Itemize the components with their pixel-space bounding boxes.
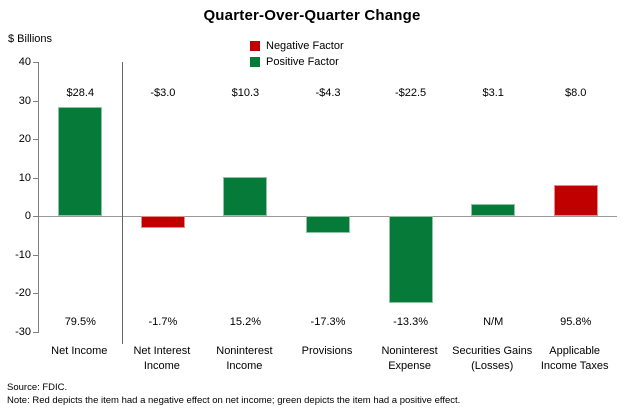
- bar-pct-label: 95.8%: [560, 316, 592, 328]
- plot-area: 40 30 20 10 0 -10 -20 -30 $28.4 79.5% -$3.0 -1.7% $1…: [15, 56, 617, 344]
- y-tick-label: 40: [18, 56, 31, 68]
- y-tick-mark: [33, 216, 39, 218]
- legend-label: Negative Factor: [266, 40, 344, 52]
- legend: Negative Factor Positive Factor: [250, 38, 344, 70]
- category-label: Securities Gains (Losses): [452, 345, 533, 372]
- bar-pct-label: 15.2%: [229, 316, 261, 328]
- source-note: Source: FDIC.: [7, 382, 68, 393]
- bar: [140, 216, 185, 228]
- bar-pct-label: N/M: [483, 316, 504, 328]
- bar-pct-label: -1.7%: [148, 316, 178, 328]
- negative-factor-swatch-icon: [250, 41, 260, 51]
- bar: [388, 216, 433, 304]
- y-tick-mark: [33, 62, 39, 63]
- bar-value-label: -$4.3: [315, 87, 341, 99]
- category-label: Net Income: [51, 345, 108, 357]
- bar-value-label: $10.3: [231, 87, 260, 99]
- bar: [471, 204, 516, 217]
- category-label: Net Interest Income: [133, 345, 191, 372]
- bar-value-label: -$22.5: [394, 87, 427, 99]
- bar-value-label: $28.4: [66, 87, 95, 99]
- bar-value-label: -$3.0: [150, 87, 176, 99]
- separator-line: [121, 62, 123, 344]
- category-label: Applicable Income Taxes: [540, 345, 609, 372]
- color-key-note: Note: Red depicts the item had a negativ…: [7, 395, 461, 406]
- bar: [223, 176, 268, 217]
- bar-pct-label: 79.5%: [64, 316, 96, 328]
- category-label: Provisions: [301, 345, 353, 357]
- legend-item-negative: Negative Factor: [250, 38, 344, 54]
- bar-pct-label: -13.3%: [393, 316, 429, 328]
- legend-label: Positive Factor: [266, 56, 339, 68]
- bar-pct-label: -17.3%: [310, 316, 346, 328]
- y-tick-label: -20: [15, 287, 31, 300]
- y-tick-label: 30: [18, 94, 31, 107]
- y-axis-units-label: $ Billions: [8, 33, 53, 45]
- y-tick-mark: [33, 293, 39, 295]
- y-tick-label: 10: [18, 171, 31, 184]
- bar: [58, 106, 103, 217]
- y-tick-label: 20: [18, 133, 31, 146]
- bar: [553, 185, 598, 217]
- chart-title: Quarter-Over-Quarter Change: [203, 7, 421, 24]
- y-tick-label: -30: [15, 326, 31, 338]
- positive-factor-swatch-icon: [250, 57, 260, 67]
- y-tick-mark: [33, 139, 39, 141]
- y-tick-mark: [33, 177, 39, 179]
- bar-value-label: $8.0: [564, 87, 587, 99]
- category-label: Noninterest Income: [216, 345, 273, 372]
- legend-item-positive: Positive Factor: [250, 54, 344, 70]
- category-label: Noninterest Expense: [381, 345, 438, 372]
- y-tick-label: -10: [15, 248, 31, 261]
- y-tick-mark: [33, 332, 39, 333]
- bar: [306, 216, 350, 233]
- bar-value-label: $3.1: [482, 87, 504, 99]
- y-tick-mark: [33, 100, 39, 102]
- y-tick-label: 0: [24, 210, 31, 223]
- y-tick-mark: [33, 254, 39, 256]
